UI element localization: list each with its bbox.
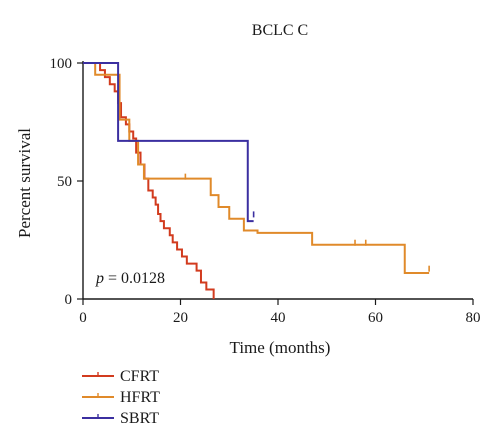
x-tick-label: 20 bbox=[173, 310, 188, 326]
x-tick-label: 0 bbox=[79, 310, 87, 326]
p-value-annotation: p = 0.0128 bbox=[95, 270, 165, 287]
survival-curve-hfrt bbox=[83, 62, 430, 275]
legend-label: CFRT bbox=[120, 368, 159, 385]
series-hfrt bbox=[83, 62, 430, 275]
legend-item-cfrt: CFRT bbox=[82, 368, 159, 385]
y-tick-label: 50 bbox=[57, 174, 72, 190]
y-tick-label: 0 bbox=[65, 292, 73, 308]
series-cfrt bbox=[83, 62, 215, 299]
series-layer bbox=[83, 62, 430, 299]
legend-label: HFRT bbox=[120, 389, 160, 406]
legend-item-sbrt: SBRT bbox=[82, 410, 159, 427]
survival-curve-sbrt bbox=[83, 62, 254, 223]
chart-title: BCLC C bbox=[252, 22, 308, 39]
p-value-symbol: p bbox=[95, 270, 104, 287]
x-axis-label: Time (months) bbox=[230, 338, 331, 357]
axes: 0 20 40 60 80 0 50 100 bbox=[50, 56, 481, 326]
y-axis-label: Percent survival bbox=[15, 128, 34, 238]
legend: CFRT HFRT SBRT bbox=[82, 368, 160, 427]
x-tick-label: 60 bbox=[368, 310, 383, 326]
legend-label: SBRT bbox=[120, 410, 159, 427]
x-tick-label: 40 bbox=[271, 310, 286, 326]
p-value-text: = 0.0128 bbox=[104, 270, 165, 287]
y-tick-label: 100 bbox=[50, 56, 73, 72]
legend-item-hfrt: HFRT bbox=[82, 389, 160, 406]
survival-curve-cfrt bbox=[83, 62, 215, 299]
x-tick-label: 80 bbox=[466, 310, 481, 326]
series-sbrt bbox=[83, 62, 255, 223]
